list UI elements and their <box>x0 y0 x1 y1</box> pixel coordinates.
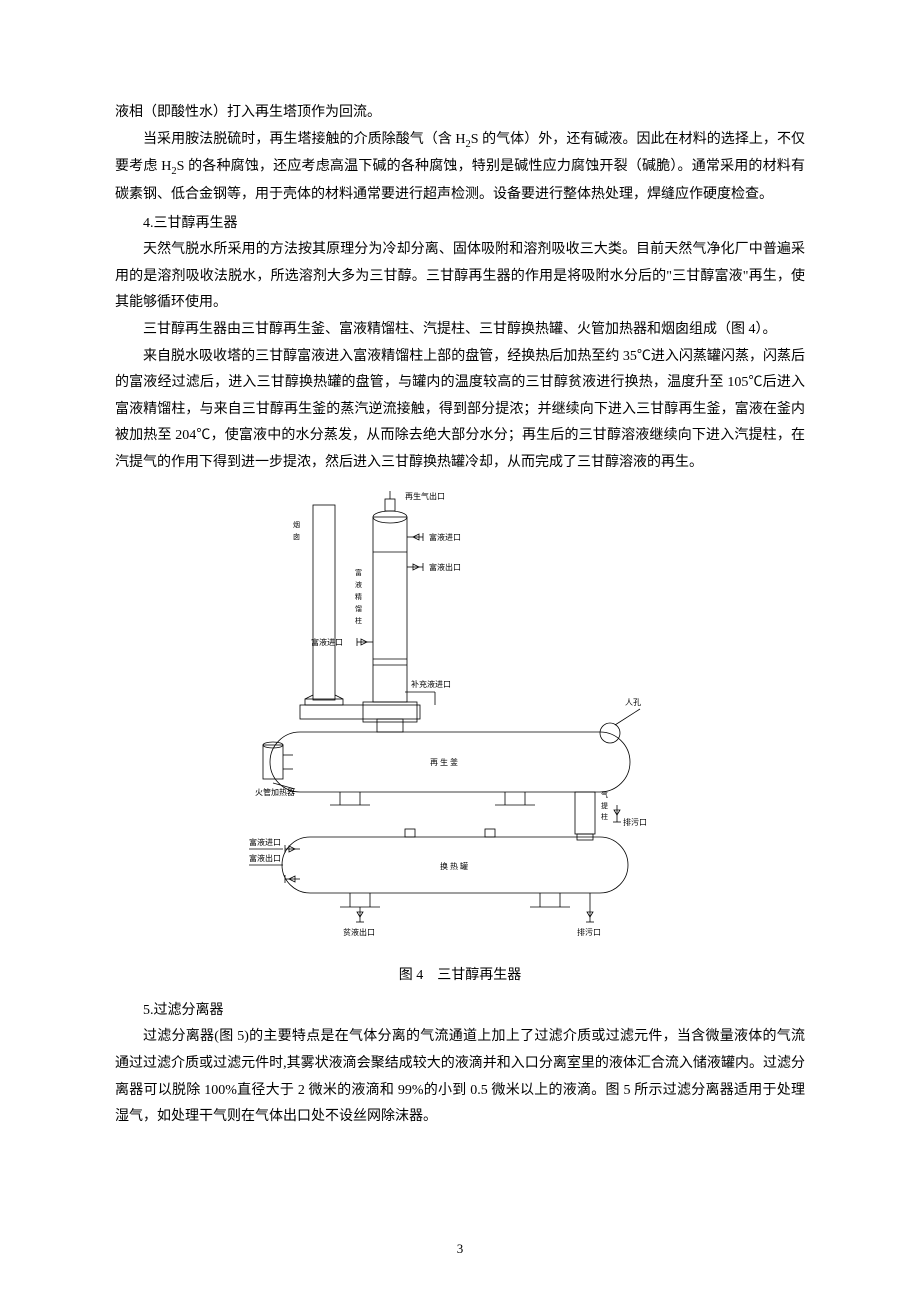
label-col1: 富 <box>355 568 362 577</box>
label-drain: 排污口 <box>623 817 647 827</box>
label-rich-inlet-bot: 富液进口 <box>249 837 281 847</box>
label-heat-tank: 换 热 罐 <box>440 861 468 871</box>
label-fire-tube-heater: 火管加热器 <box>255 787 295 797</box>
label-chimney2: 囱 <box>293 532 300 541</box>
figure-4-caption: 图 4 三甘醇再生器 <box>115 963 805 990</box>
label-strip1: 气 <box>601 790 608 799</box>
label-reboiler: 再 生 釜 <box>430 757 458 767</box>
label-makeup-inlet: 补充液进口 <box>411 679 451 689</box>
label-rich-outlet-top: 富液出口 <box>429 562 461 572</box>
paragraph: 过滤分离器(图 5)的主要特点是在气体分离的气流通道上加上了过滤介质或过滤元件，… <box>115 1024 805 1130</box>
paragraph: 三甘醇再生器由三甘醇再生釜、富液精馏柱、汽提柱、三甘醇换热罐、火管加热器和烟囱组… <box>115 317 805 344</box>
paragraph: 天然气脱水所采用的方法按其原理分为冷却分离、固体吸附和溶剂吸收三大类。目前天然气… <box>115 237 805 317</box>
label-col5: 柱 <box>355 616 362 625</box>
figure-4: 烟 囱 再生气出口 富液进口 富液出口 富 液 精 馏 柱 富液进口 补充液进口… <box>115 487 805 990</box>
section-heading-5: 5.过滤分离器 <box>115 998 805 1025</box>
label-manhole: 人孔 <box>625 698 641 707</box>
section-heading-4: 4.三甘醇再生器 <box>115 211 805 238</box>
label-rich-inlet-top: 富液进口 <box>429 532 461 542</box>
label-regen-gas-outlet: 再生气出口 <box>405 491 445 501</box>
label-rich-inlet-mid: 富液进口 <box>311 637 343 647</box>
text: 当采用胺法脱硫时，再生塔接触的介质除酸气（含 H <box>143 132 466 147</box>
label-rich-outlet-bot: 富液出口 <box>249 853 281 863</box>
paragraph-continuation: 液相（即酸性水）打入再生塔顶作为回流。 <box>115 100 805 127</box>
text: S 的各种腐蚀，还应考虑高温下碱的各种腐蚀，特别是碱性应力腐蚀开裂（碱脆）。通常… <box>115 159 805 202</box>
label-drain2: 排污口 <box>577 927 601 937</box>
paragraph: 当采用胺法脱硫时，再生塔接触的介质除酸气（含 H2S 的气体）外，还有碱液。因此… <box>115 127 805 209</box>
label-strip3: 柱 <box>601 812 608 821</box>
label-lean-outlet: 贫液出口 <box>343 927 375 937</box>
label-strip2: 提 <box>601 801 608 810</box>
teg-regenerator-diagram: 烟 囱 再生气出口 富液进口 富液出口 富 液 精 馏 柱 富液进口 补充液进口… <box>245 487 675 947</box>
paragraph: 来自脱水吸收塔的三甘醇富液进入富液精馏柱上部的盘管，经换热后加热至约 35℃进入… <box>115 344 805 477</box>
label-chimney: 烟 <box>293 520 300 529</box>
label-col2: 液 <box>355 580 362 589</box>
page-number: 3 <box>0 1237 920 1262</box>
label-col4: 馏 <box>355 604 362 613</box>
label-col3: 精 <box>355 592 362 601</box>
